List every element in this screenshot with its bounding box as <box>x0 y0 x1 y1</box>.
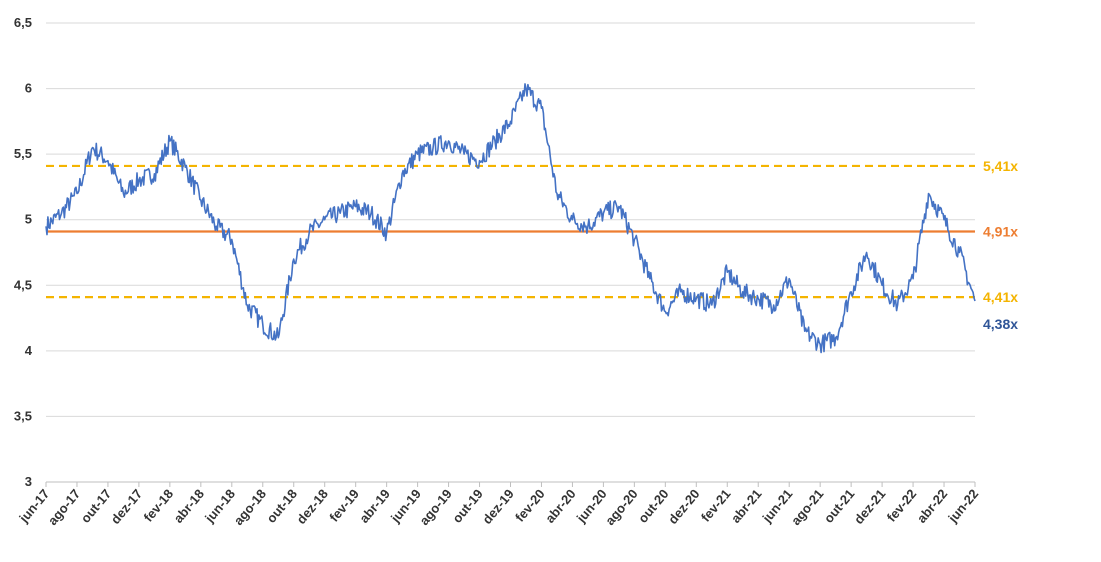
x-tick-label: out-17 <box>78 486 115 526</box>
x-tick-label: abr-22 <box>914 486 951 526</box>
y-tick-label: 5 <box>25 212 32 227</box>
x-tick-label: fev-18 <box>141 486 177 524</box>
series-line <box>45 83 976 354</box>
x-tick-label: abr-21 <box>728 486 765 526</box>
x-tick-label: ago-17 <box>45 486 83 528</box>
x-tick-label: out-20 <box>635 486 672 526</box>
y-tick-label: 6 <box>25 81 32 96</box>
y-tick-label: 5,5 <box>14 146 32 161</box>
x-tick-label: abr-19 <box>356 486 393 526</box>
reference-line-label: 5,41x <box>983 158 1018 174</box>
x-tick-label: jun-22 <box>945 486 982 526</box>
y-tick-label: 3,5 <box>14 408 32 423</box>
last-value-label: 4,38x <box>983 316 1018 332</box>
reference-lines <box>46 164 975 299</box>
gridlines <box>46 22 975 483</box>
x-tick-label: fev-21 <box>698 486 734 524</box>
x-tick-label: dez-19 <box>479 486 517 527</box>
annotations: 5,41x 4,91x 4,41x 4,38x <box>983 158 1018 332</box>
x-tick-label: abr-18 <box>171 486 208 526</box>
x-tick-label: out-21 <box>821 486 858 526</box>
x-tick-label: dez-17 <box>108 486 146 527</box>
y-tick-label: 6,5 <box>14 15 32 30</box>
x-tick-label: ago-21 <box>788 486 826 528</box>
x-tick-label: abr-20 <box>542 486 579 526</box>
x-tick-label: ago-18 <box>231 486 269 528</box>
y-tick-label: 3 <box>25 474 32 489</box>
series-group <box>45 83 976 354</box>
x-tick-label: ago-20 <box>602 486 640 528</box>
x-tick-label: fev-22 <box>884 486 920 524</box>
x-tick-label: out-18 <box>263 486 300 526</box>
x-axis: jun-17ago-17out-17dez-17fev-18abr-18jun-… <box>16 481 982 528</box>
x-tick-label: fev-20 <box>512 486 548 524</box>
x-tick-label: dez-18 <box>293 486 331 527</box>
reference-line-label: 4,41x <box>983 289 1018 305</box>
x-tick-label: dez-20 <box>665 486 703 527</box>
x-tick-label: dez-21 <box>851 486 889 527</box>
y-tick-label: 4,5 <box>14 277 32 292</box>
y-tick-label: 4 <box>25 343 33 358</box>
x-tick-label: fev-19 <box>326 486 362 524</box>
reference-line-label: 4,91x <box>983 224 1018 240</box>
x-tick-label: ago-19 <box>416 486 454 528</box>
x-tick-label: out-19 <box>449 486 486 526</box>
y-axis-ticks: 3 3,5 4 4,5 5 5,5 6 6,5 <box>14 15 33 489</box>
